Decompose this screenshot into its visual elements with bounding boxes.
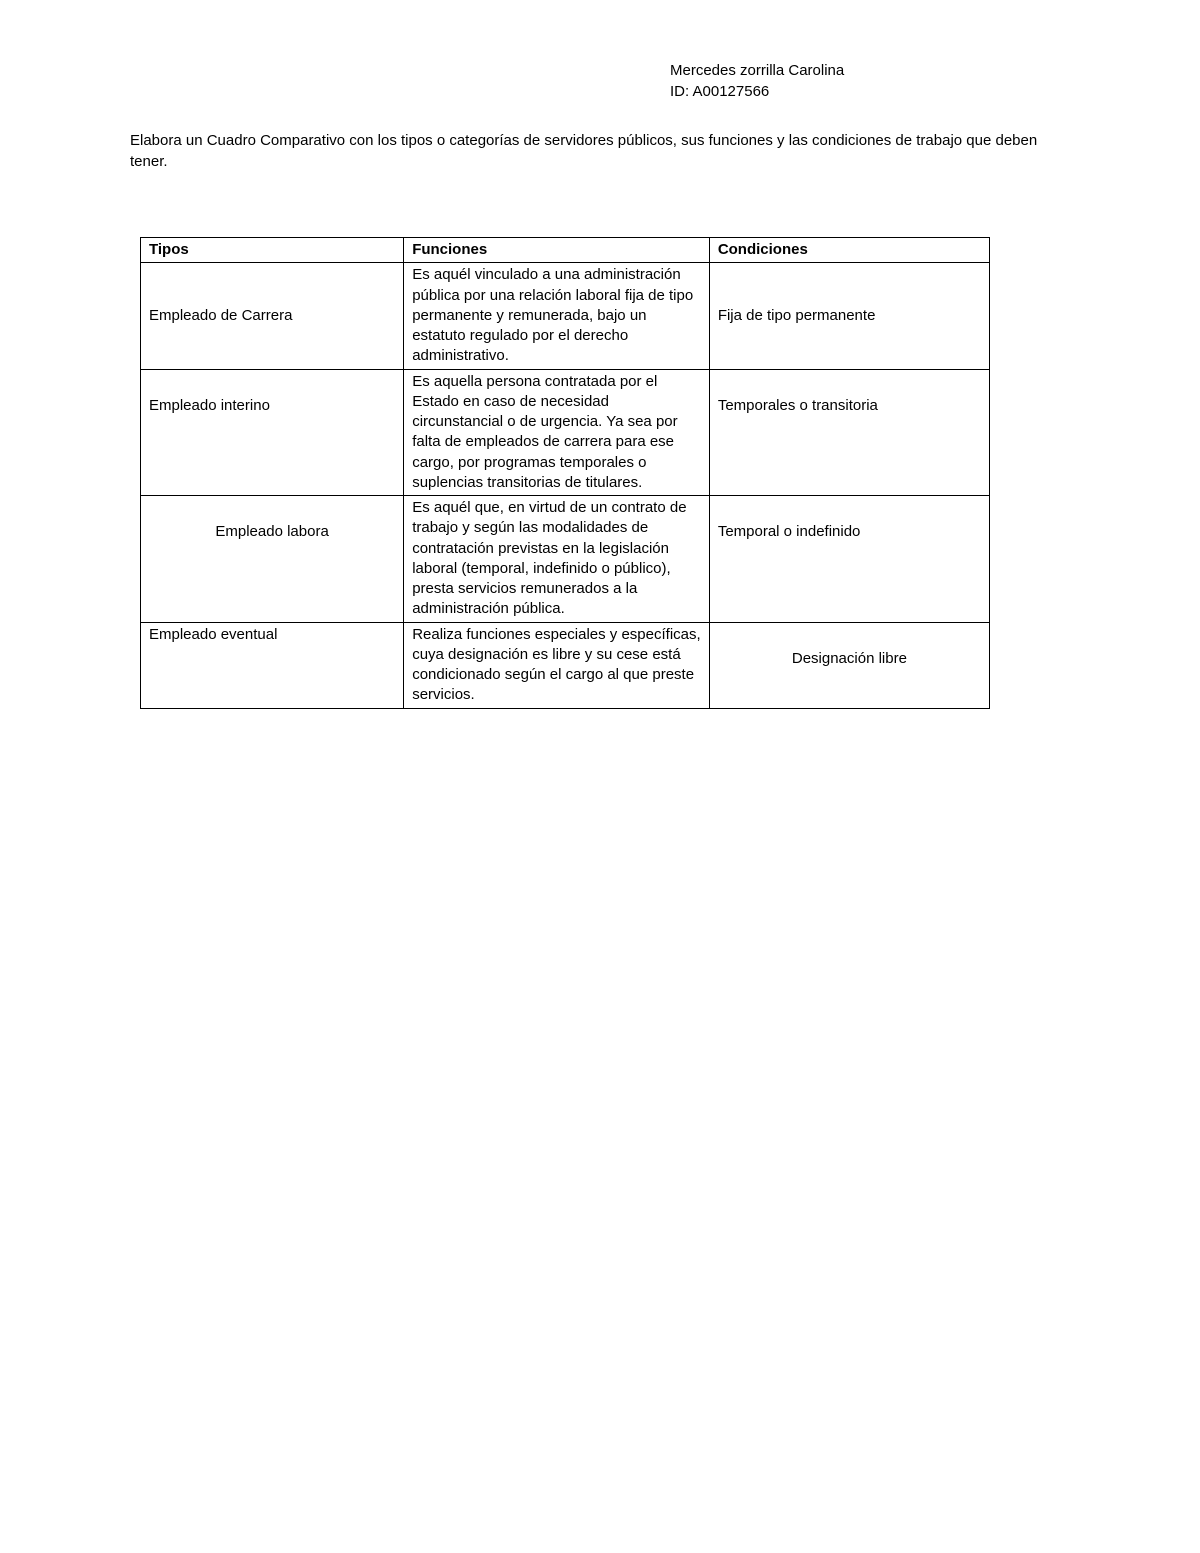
student-id: ID: A00127566 <box>670 81 1070 102</box>
instruction-text: Elabora un Cuadro Comparativo con los ti… <box>130 130 1070 172</box>
table-body: Empleado de Carrera Es aquél vinculado a… <box>141 263 990 708</box>
table-row: Empleado eventual Realiza funciones espe… <box>141 622 990 708</box>
cell-condiciones: Fija de tipo permanente <box>709 263 989 369</box>
cell-funciones: Realiza funciones especiales y específic… <box>404 622 710 708</box>
cell-condiciones: Designación libre <box>709 622 989 708</box>
table-header-row: Tipos Funciones Condiciones <box>141 238 990 263</box>
cell-tipo: Empleado labora <box>141 496 404 623</box>
cell-funciones: Es aquél vinculado a una administración … <box>404 263 710 369</box>
cell-condiciones: Temporales o transitoria <box>709 369 989 496</box>
table-row: Empleado interino Es aquella persona con… <box>141 369 990 496</box>
table-row: Empleado de Carrera Es aquél vinculado a… <box>141 263 990 369</box>
cell-tipo: Empleado interino <box>141 369 404 496</box>
cell-tipo: Empleado de Carrera <box>141 263 404 369</box>
col-header-funciones: Funciones <box>404 238 710 263</box>
comparison-table: Tipos Funciones Condiciones Empleado de … <box>140 237 990 709</box>
cell-condiciones: Temporal o indefinido <box>709 496 989 623</box>
student-name: Mercedes zorrilla Carolina <box>670 60 1070 81</box>
col-header-tipos: Tipos <box>141 238 404 263</box>
table-row: Empleado labora Es aquél que, en virtud … <box>141 496 990 623</box>
cell-funciones: Es aquél que, en virtud de un contrato d… <box>404 496 710 623</box>
cell-funciones: Es aquella persona contratada por el Est… <box>404 369 710 496</box>
cell-tipo: Empleado eventual <box>141 622 404 708</box>
col-header-condiciones: Condiciones <box>709 238 989 263</box>
student-header: Mercedes zorrilla Carolina ID: A00127566 <box>670 60 1070 102</box>
